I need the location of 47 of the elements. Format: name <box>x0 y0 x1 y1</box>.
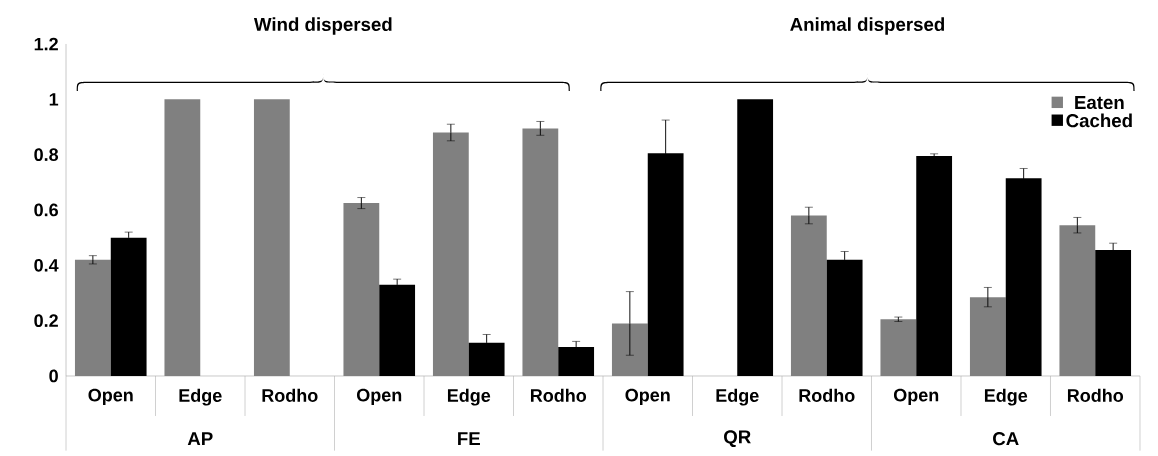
bar <box>379 284 416 376</box>
y-tick-label: 0.6 <box>34 203 58 217</box>
x-tick-label: Open <box>893 388 939 406</box>
legend-label: Eaten <box>1075 96 1124 110</box>
bar <box>647 153 684 376</box>
bar <box>969 297 1006 376</box>
bar <box>1005 178 1042 376</box>
x-tick-label: Rodho <box>1067 388 1124 402</box>
bar <box>737 99 774 376</box>
x-tick-label: Edge <box>447 388 491 406</box>
y-tick-label: 0.2 <box>34 314 58 328</box>
bar <box>826 259 863 376</box>
bar <box>790 215 827 376</box>
bar <box>522 128 559 376</box>
text: QR <box>724 430 751 448</box>
y-tick-label: 1.2 <box>34 37 58 51</box>
text: FE <box>458 432 480 446</box>
x-tick-label: Rodho <box>262 388 318 402</box>
x-tick-label: Rodho <box>530 388 587 402</box>
bar <box>1059 225 1096 376</box>
bar <box>916 156 953 376</box>
text: AP <box>187 432 213 446</box>
y-tick-label: 0.4 <box>34 258 59 272</box>
x-tick-label: Open <box>625 388 670 406</box>
legend-label: Cached <box>1066 113 1132 128</box>
bar <box>253 99 290 376</box>
bar <box>558 346 595 376</box>
x-tick-label: Open <box>88 388 133 406</box>
y-tick-label: 0.8 <box>34 148 59 162</box>
x-tick-label: Open <box>356 388 402 406</box>
text: Wind dispersed <box>253 17 392 35</box>
bar <box>880 319 917 376</box>
bar <box>468 342 505 376</box>
bar <box>164 99 201 376</box>
x-tick-label: Rodho <box>799 388 855 402</box>
x-tick-label: Edge <box>179 388 222 406</box>
y-tick-label: 0 <box>49 369 58 383</box>
y-tick-label: 1 <box>49 93 59 106</box>
bar <box>110 237 147 376</box>
x-tick-label: Edge <box>716 388 759 406</box>
text: CA <box>993 432 1019 446</box>
bar <box>74 259 111 376</box>
bar <box>432 132 469 376</box>
bar <box>1095 250 1132 376</box>
text: Animal dispersed <box>790 17 945 35</box>
x-tick-label: Edge <box>984 388 1028 406</box>
bar <box>343 203 380 376</box>
